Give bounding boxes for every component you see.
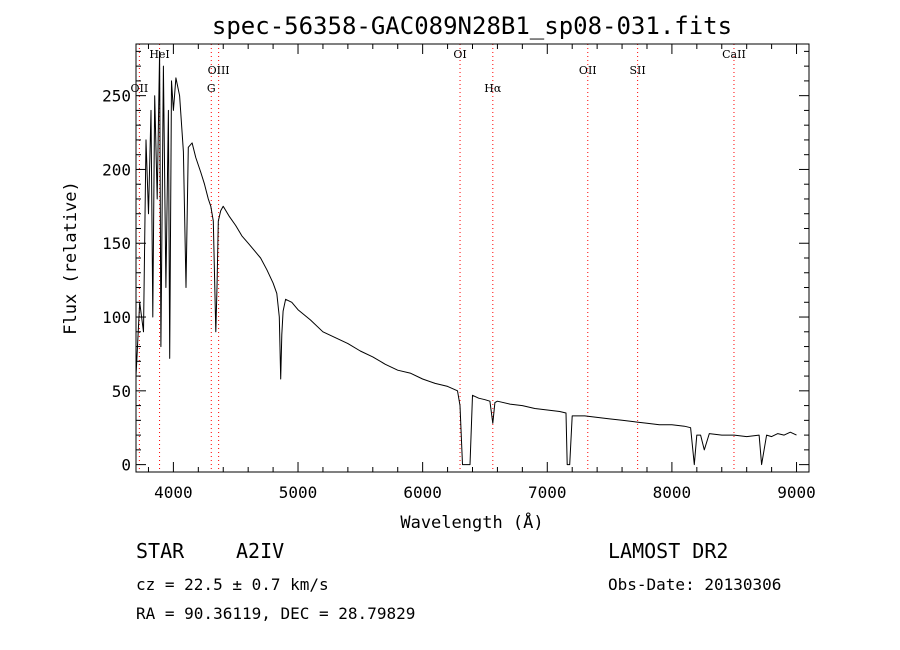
y-tick-label: 250 xyxy=(102,87,131,106)
survey-name: LAMOST DR2 xyxy=(608,539,728,563)
object-subclass: A2IV xyxy=(236,539,284,563)
y-tick-label: 200 xyxy=(102,160,131,179)
x-tick-label: 4000 xyxy=(154,483,193,502)
redshift-cz: cz = 22.5 ± 0.7 km/s xyxy=(136,575,329,594)
line-marker-label: SII xyxy=(630,64,646,77)
spectrum-line xyxy=(135,50,797,466)
x-tick-label: 7000 xyxy=(528,483,567,502)
x-axis-label: Wavelength (Å) xyxy=(400,511,543,533)
y-tick-label: 50 xyxy=(112,382,131,401)
line-marker-label: OIII xyxy=(208,64,230,77)
y-axis: 0 50 100 150 200 250 xyxy=(102,50,809,475)
line-marker-label: Hα xyxy=(484,82,502,95)
x-tick-label: 9000 xyxy=(777,483,816,502)
spectrum-series xyxy=(135,50,797,466)
y-tick-label: 150 xyxy=(102,234,131,253)
line-marker-label: G xyxy=(207,82,216,95)
chart-title: spec-56358-GAC089N28B1_sp08-031.fits xyxy=(212,12,732,40)
line-marker-label: CaII xyxy=(722,48,746,61)
x-tick-label: 8000 xyxy=(653,483,692,502)
y-tick-label: 0 xyxy=(121,456,131,475)
observation-date: Obs-Date: 20130306 xyxy=(608,575,781,594)
line-marker-label: OI xyxy=(453,48,466,61)
x-tick-label: 6000 xyxy=(403,483,442,502)
y-axis-label: Flux (relative) xyxy=(61,181,81,335)
y-tick-label: 100 xyxy=(102,308,131,327)
coordinates: RA = 90.36119, DEC = 28.79829 xyxy=(136,604,415,623)
line-marker-label: OII xyxy=(131,82,149,95)
line-marker-label: OII xyxy=(579,64,597,77)
x-axis: 4000 5000 6000 7000 8000 9000 xyxy=(147,44,816,502)
x-tick-label: 5000 xyxy=(279,483,318,502)
object-type: STAR xyxy=(136,539,185,563)
